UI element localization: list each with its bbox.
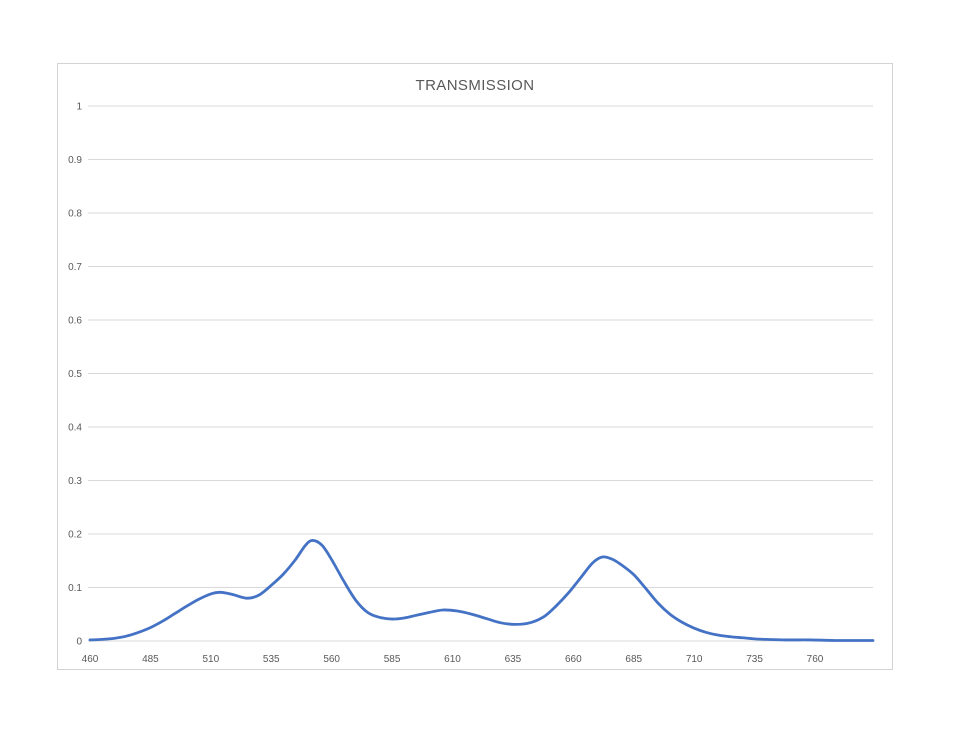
y-tick-label: 0.9 <box>68 155 82 166</box>
y-tick-label: 0.6 <box>68 316 82 327</box>
x-tick-label: 535 <box>263 654 280 665</box>
y-tick-label: 0.1 <box>68 583 82 594</box>
y-tick-label: 0.2 <box>68 530 82 541</box>
x-tick-label: 710 <box>686 654 703 665</box>
x-tick-label: 560 <box>323 654 340 665</box>
y-tick-label: 1 <box>76 102 82 113</box>
chart-container: TRANSMISSION 0 0.1 0.2 0.3 0.4 0.5 0.6 0.7 0.8 0.… <box>57 63 893 670</box>
x-tick-label: 760 <box>807 654 824 665</box>
x-tick-label: 585 <box>384 654 401 665</box>
series-path <box>88 539 875 642</box>
x-tick-label: 485 <box>142 654 159 665</box>
y-tick-label: 0.7 <box>68 262 82 273</box>
x-tick-label: 685 <box>625 654 642 665</box>
x-tick-label: 610 <box>444 654 461 665</box>
y-tick-label: 0 <box>76 637 82 648</box>
x-tick-label: 460 <box>82 654 99 665</box>
y-tick-label: 0.5 <box>68 369 82 380</box>
y-tick-label: 0.8 <box>68 209 82 220</box>
line-chart: 0 0.1 0.2 0.3 0.4 0.5 0.6 0.7 0.8 0.9 1 460 485 510 53… <box>68 102 875 665</box>
x-tick-label: 635 <box>505 654 522 665</box>
y-tick-label: 0.3 <box>68 476 82 487</box>
chart-title: TRANSMISSION <box>415 77 535 94</box>
x-tick-label: 510 <box>202 654 219 665</box>
y-tick-label: 0.4 <box>68 423 82 434</box>
x-tick-label: 660 <box>565 654 582 665</box>
x-tick-label: 735 <box>746 654 763 665</box>
